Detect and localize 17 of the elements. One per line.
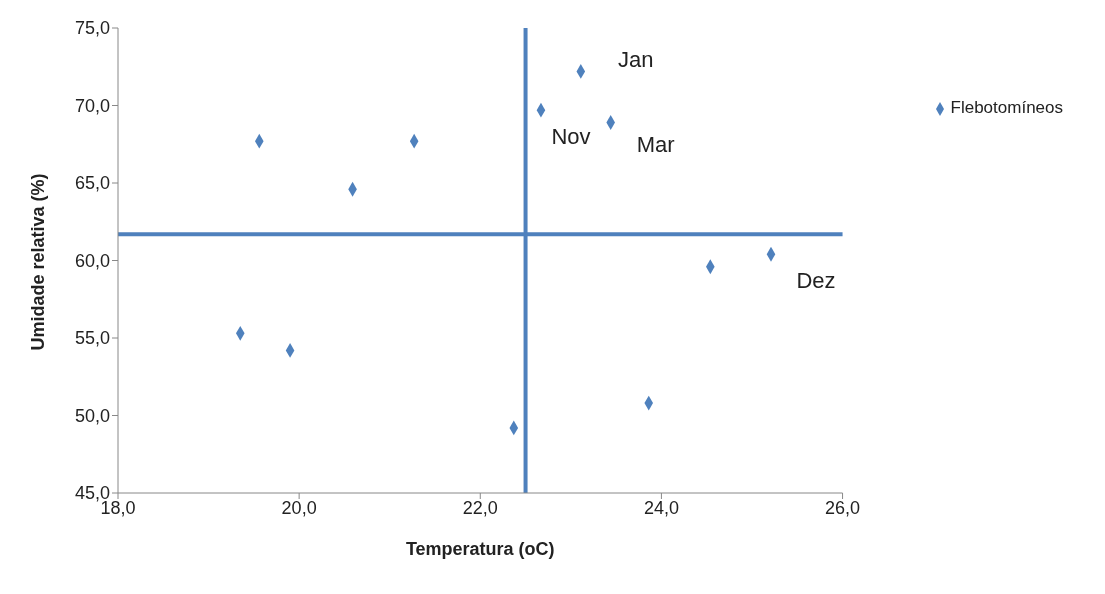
annotation: Nov <box>551 123 591 149</box>
y-tick-label: 50,0 <box>74 405 110 426</box>
x-tick-label: 26,0 <box>825 497 861 518</box>
x-tick-label: 22,0 <box>462 497 498 518</box>
y-tick-label: 60,0 <box>74 250 110 271</box>
annotation: Mar <box>636 132 675 158</box>
y-axis-title: Umidade relativa (%) <box>28 173 49 351</box>
y-tick-label: 70,0 <box>74 95 110 116</box>
x-tick-label: 24,0 <box>643 497 679 518</box>
x-tick-label: 20,0 <box>281 497 317 518</box>
legend-label: Flebotomíneos <box>950 98 1063 117</box>
annotation: Dez <box>796 268 836 294</box>
y-tick-label: 55,0 <box>74 328 110 349</box>
y-tick-label: 75,0 <box>74 18 110 39</box>
x-axis-title: Temperatura (oC) <box>405 539 555 559</box>
y-tick-label: 65,0 <box>74 173 110 194</box>
annotation: Jan <box>618 47 654 73</box>
